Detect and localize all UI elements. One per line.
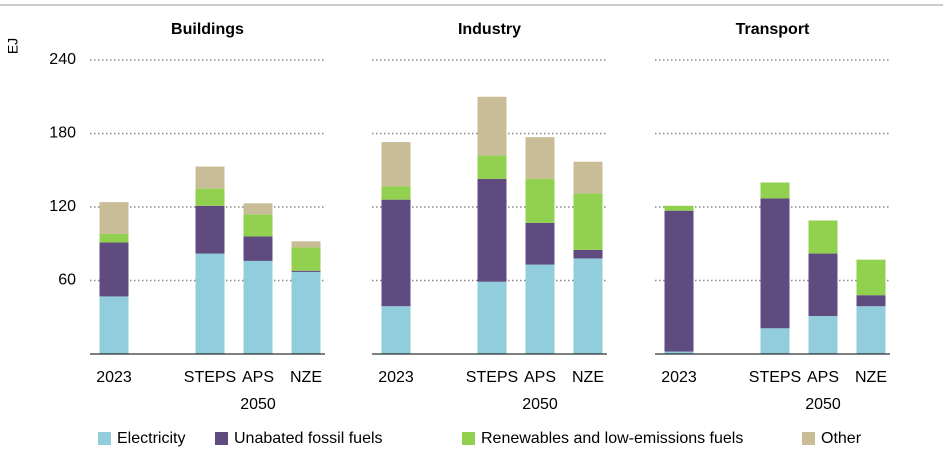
bar-segment [525, 178, 555, 223]
x-tick-label: STEPS [184, 369, 236, 386]
x-tick-label: APS [807, 369, 839, 386]
legend-swatch [802, 432, 815, 445]
bar-segment [477, 96, 507, 156]
bar-segment [760, 198, 790, 329]
bar-segment [243, 260, 273, 354]
bar-segment [381, 142, 411, 187]
y-tick-label: 240 [49, 51, 76, 68]
group-label: 2050 [522, 396, 558, 413]
bar-segment [856, 259, 886, 296]
bar-segment [573, 249, 603, 259]
group-label: 2050 [805, 396, 841, 413]
bar-segment [808, 220, 838, 254]
bar-segment [664, 351, 694, 354]
y-tick-label: 60 [58, 272, 76, 289]
bar-segment [477, 155, 507, 179]
bar-segment [381, 306, 411, 354]
y-tick-label: 120 [49, 198, 76, 215]
bar-segment [760, 328, 790, 354]
x-tick-label: APS [242, 369, 274, 386]
x-tick-label: NZE [855, 369, 887, 386]
bar-segment [243, 236, 273, 261]
bar-segment [243, 214, 273, 237]
legend-swatch [98, 432, 111, 445]
bar-segment [291, 241, 321, 248]
x-tick-label: 2023 [96, 369, 132, 386]
bar-segment [573, 193, 603, 250]
bar-segment [291, 270, 321, 272]
y-axis-label: EJ [5, 38, 21, 54]
legend-label: Electricity [117, 430, 185, 447]
legend-swatch [215, 432, 228, 445]
bar-segment [477, 281, 507, 354]
panel-title: Industry [458, 21, 521, 38]
group-label: 2050 [240, 396, 276, 413]
bar-segment [525, 264, 555, 354]
bar-segment [195, 205, 225, 254]
bar-segment [195, 188, 225, 206]
bar-segment [381, 199, 411, 307]
bar-segment [856, 306, 886, 354]
x-tick-label: 2023 [378, 369, 414, 386]
bar-segment [381, 186, 411, 200]
legend-swatch [462, 432, 475, 445]
bar-segment [99, 242, 129, 297]
bar-segment [243, 203, 273, 215]
bar-segment [99, 233, 129, 243]
bar-segment [195, 166, 225, 189]
bar-segment [99, 296, 129, 354]
bar-segment [664, 205, 694, 211]
legend-label: Renewables and low-emissions fuels [481, 430, 743, 447]
bar-segment [808, 253, 838, 317]
x-tick-label: STEPS [749, 369, 801, 386]
bar-segment [99, 202, 129, 234]
legend-label: Unabated fossil fuels [234, 430, 383, 447]
bar-segment [525, 137, 555, 179]
x-tick-label: NZE [572, 369, 604, 386]
bar-segment [195, 253, 225, 354]
x-tick-label: STEPS [466, 369, 518, 386]
x-tick-label: NZE [290, 369, 322, 386]
x-tick-label: APS [524, 369, 556, 386]
legend-label: Other [821, 430, 862, 447]
bar-segment [760, 182, 790, 199]
bar-segment [808, 316, 838, 354]
bar-segment [664, 210, 694, 352]
bar-segment [525, 222, 555, 265]
panel-title: Transport [736, 21, 810, 38]
bar-segment [573, 258, 603, 354]
bar-segment [477, 178, 507, 282]
bar-segment [573, 161, 603, 194]
bar-segment [856, 295, 886, 307]
panel-title: Buildings [171, 21, 244, 38]
bar-segment [291, 247, 321, 271]
x-tick-label: 2023 [661, 369, 697, 386]
y-tick-label: 180 [49, 125, 76, 142]
bar-segment [291, 271, 321, 354]
